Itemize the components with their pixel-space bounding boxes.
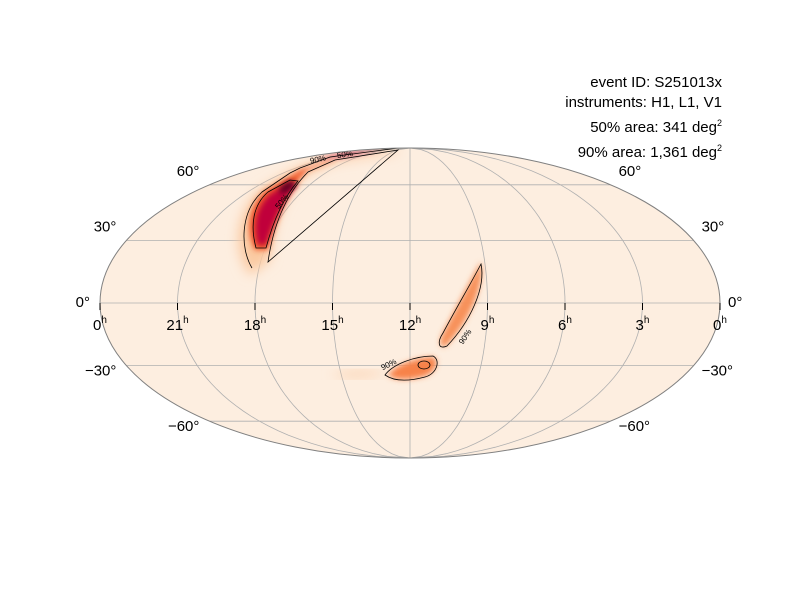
dec-tick-label-left: 30° xyxy=(94,218,117,235)
dec-tick-label-right: 0° xyxy=(728,294,742,311)
area-50: 50% area: 341 deg2 xyxy=(590,118,722,136)
density-south-east xyxy=(440,262,482,347)
density-north-halo xyxy=(238,148,400,275)
contour-50-north xyxy=(252,179,299,249)
dec-tick-label-right: −60° xyxy=(619,418,650,435)
dec-tick-label-left: −30° xyxy=(85,363,116,380)
contour-90-south-east xyxy=(438,262,483,348)
instruments: instruments: H1, L1, V1 xyxy=(565,94,722,111)
ra-tick-label: 12h xyxy=(399,315,421,334)
density-north-core xyxy=(255,182,298,245)
event-annotation: event ID: S251013x instruments: H1, L1, … xyxy=(565,73,722,163)
dec-tick-label-left: 0° xyxy=(76,294,90,311)
contours xyxy=(243,148,483,381)
ra-tick-label: 9h xyxy=(481,315,495,334)
dec-tick-label-right: −30° xyxy=(702,363,733,380)
contour-50-south xyxy=(417,360,431,370)
event-id: event ID: S251013x xyxy=(590,74,722,91)
ra-tick-label: 18h xyxy=(244,315,266,334)
density-south-tail xyxy=(330,371,390,377)
axis-ticks: 0h 21h 18h 15h 12h 9h 6h 3h 0h 60° 60° 30° 30° 0° 0° −3… xyxy=(76,163,743,435)
contour-90-north xyxy=(243,148,400,269)
density-north-peak xyxy=(279,180,295,194)
dec-tick-label-left: −60° xyxy=(168,418,199,435)
ra-tick-label: 6h xyxy=(558,315,572,334)
ra-tick-label: 21h xyxy=(166,315,188,334)
ra-tick-label: 15h xyxy=(321,315,343,334)
dec-tick-label-left: 60° xyxy=(177,163,200,180)
density-south-blob xyxy=(388,357,437,380)
contour-90-south xyxy=(384,355,438,381)
contour-label: 50% xyxy=(336,149,353,160)
contour-label: 90% xyxy=(309,153,327,165)
dec-tick-label-right: 60° xyxy=(619,163,642,180)
area-90: 90% area: 1,361 deg2 xyxy=(577,143,722,161)
ra-tick-label: 3h xyxy=(636,315,650,334)
ra-tick-label: 0h xyxy=(713,315,727,334)
ra-tick-label: 0h xyxy=(93,315,107,334)
dec-tick-label-right: 30° xyxy=(702,218,725,235)
